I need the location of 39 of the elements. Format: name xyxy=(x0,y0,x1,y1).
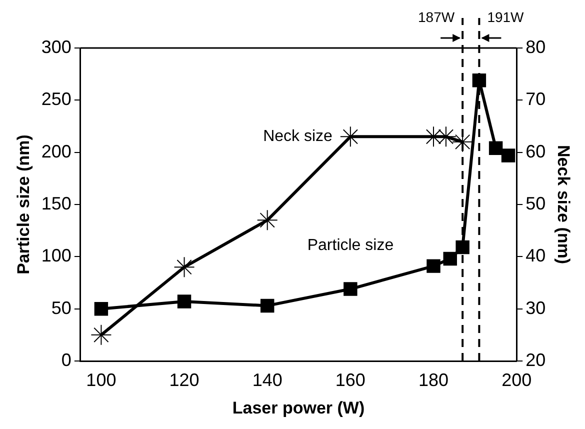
y2-tick-label: 20 xyxy=(526,350,546,370)
ref-line-label: 191W xyxy=(487,8,525,25)
y2-axis-title: Neck size (nm) xyxy=(554,144,574,264)
y-tick-label: 50 xyxy=(51,298,72,318)
y2-tick-label: 40 xyxy=(526,246,546,266)
y-axis-title: Particle size (nm) xyxy=(14,134,33,274)
y-tick-label: 150 xyxy=(41,193,72,214)
x-axis-title: Laser power (W) xyxy=(232,398,365,418)
point xyxy=(256,210,278,231)
point xyxy=(426,259,440,273)
x-tick-label: 140 xyxy=(252,370,282,390)
x-tick-label: 120 xyxy=(169,370,200,390)
y2-tick-label: 30 xyxy=(526,298,546,318)
y2-tick-label: 60 xyxy=(526,141,546,162)
point xyxy=(94,302,108,316)
y-tick-label: 100 xyxy=(41,246,72,266)
point xyxy=(177,294,192,308)
series-label: Particle size xyxy=(307,237,394,254)
y2-tick-label: 80 xyxy=(526,36,546,57)
x-tick-label: 100 xyxy=(86,370,116,390)
point xyxy=(174,256,195,278)
x-tick-label: 180 xyxy=(418,370,449,390)
point xyxy=(488,141,503,156)
point xyxy=(90,324,112,346)
y2-tick-label: 70 xyxy=(526,89,546,110)
y-tick-label: 250 xyxy=(41,89,72,110)
ref-line-label: 187W xyxy=(418,8,456,25)
point xyxy=(456,240,470,254)
point xyxy=(443,252,457,266)
y-tick-label: 0 xyxy=(61,350,72,370)
point xyxy=(344,282,358,296)
series-label: Neck size xyxy=(263,128,333,146)
point xyxy=(501,148,516,162)
y2-tick-label: 50 xyxy=(526,193,546,214)
y-tick-label: 200 xyxy=(41,141,72,162)
x-tick-label: 160 xyxy=(335,370,366,390)
x-tick-label: 200 xyxy=(502,370,532,390)
y-tick-label: 300 xyxy=(41,36,72,57)
point xyxy=(260,298,274,313)
